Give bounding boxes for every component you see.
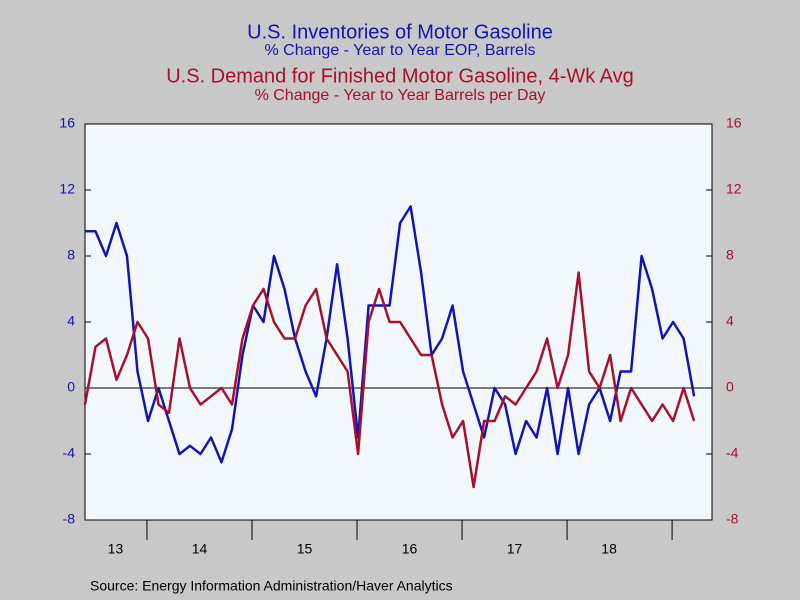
y2-tick-label: 0 <box>726 379 734 395</box>
x-tick-label: 16 <box>402 541 418 557</box>
chart-title: U.S. Inventories of Motor Gasoline <box>247 21 553 43</box>
y2-tick-label: -4 <box>726 445 739 461</box>
chart-title-2: U.S. Demand for Finished Motor Gasoline,… <box>166 65 634 87</box>
y-tick-label: 8 <box>67 247 75 263</box>
x-tick-label: 13 <box>108 541 124 557</box>
y2-tick-label: -8 <box>726 511 739 527</box>
series-line <box>83 271 696 489</box>
x-tick-label: 17 <box>507 541 523 557</box>
x-tick-label: 15 <box>297 541 313 557</box>
y-tick-label: -8 <box>63 511 76 527</box>
chart-subtitle: % Change - Year to Year EOP, Barrels <box>265 42 536 59</box>
source: Source: Energy Information Administratio… <box>90 578 453 594</box>
series-line <box>85 205 696 464</box>
y-tick-label: -4 <box>63 445 76 461</box>
x-tick-label: 14 <box>192 541 208 557</box>
y-tick-label: 12 <box>59 181 75 197</box>
y2-tick-label: 8 <box>726 247 734 263</box>
x-tick-label: 18 <box>601 541 617 557</box>
y-tick-label: 16 <box>59 115 75 131</box>
y2-tick-label: 16 <box>726 115 742 131</box>
y-tick-label: 4 <box>67 313 75 329</box>
y-tick-label: 0 <box>67 379 75 395</box>
chart-subtitle-2: % Change - Year to Year Barrels per Day <box>255 87 546 104</box>
y2-tick-label: 4 <box>726 313 734 329</box>
y2-tick-label: 12 <box>726 181 742 197</box>
